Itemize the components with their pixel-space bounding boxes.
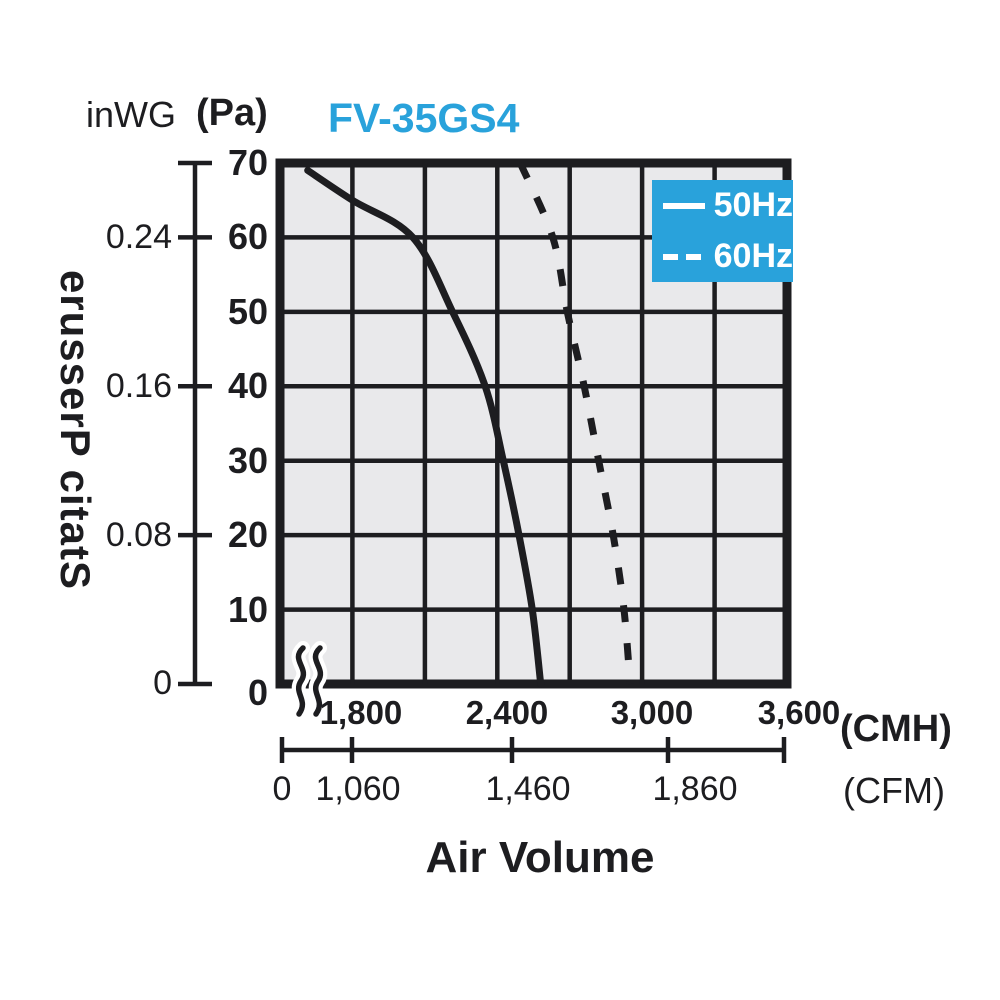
cmh-unit-label: (CMH) bbox=[840, 708, 952, 750]
legend-label-50hz: 50Hz bbox=[713, 186, 793, 224]
pa-tick-30: 30 bbox=[227, 440, 268, 481]
pa-tick-60: 60 bbox=[227, 216, 268, 257]
curve-60hz bbox=[516, 161, 634, 685]
x-axis-label: Air Volume bbox=[425, 833, 655, 882]
inwg-axis bbox=[178, 160, 212, 687]
inwg-tick-0: 0 bbox=[153, 664, 172, 702]
cmh-tick-2400: 2,400 bbox=[465, 694, 549, 731]
dashed-line-icon bbox=[663, 253, 705, 260]
cfm-tick-1860: 1,860 bbox=[652, 770, 738, 808]
axis-break-icon bbox=[291, 641, 328, 721]
solid-line-icon bbox=[663, 202, 705, 209]
pa-tick-70: 70 bbox=[227, 142, 268, 183]
legend-row-50hz: 50Hz bbox=[652, 180, 793, 231]
cfm-tick-1060: 1,060 bbox=[315, 770, 401, 808]
cfm-tick-1460: 1,460 bbox=[485, 770, 571, 808]
cmh-tick-3000: 3,000 bbox=[610, 694, 694, 731]
pa-tick-10: 10 bbox=[227, 589, 268, 630]
curve-50hz bbox=[304, 166, 545, 688]
legend: 50Hz 60Hz bbox=[652, 180, 793, 282]
pa-tick-20: 20 bbox=[227, 514, 268, 555]
cfm-axis bbox=[279, 737, 787, 763]
cmh-tick-1800: 1,800 bbox=[319, 694, 403, 731]
pa-tick-50: 50 bbox=[227, 291, 268, 332]
y-unit-inwg-header: inWG bbox=[86, 94, 176, 135]
inwg-tick-008: 0.08 bbox=[105, 516, 172, 554]
y-axis-label: erusserP citatS bbox=[52, 269, 99, 591]
inwg-tick-016: 0.16 bbox=[105, 367, 172, 405]
inwg-tick-024: 0.24 bbox=[105, 218, 172, 256]
cmh-tick-3600: 3,600 bbox=[757, 694, 841, 731]
legend-row-60hz: 60Hz bbox=[652, 231, 793, 282]
pa-tick-40: 40 bbox=[227, 365, 268, 406]
page-title: FV-35GS4 bbox=[328, 95, 520, 141]
y-unit-pa-header: (Pa) bbox=[196, 92, 268, 134]
pa-tick-0: 0 bbox=[247, 672, 268, 713]
cfm-unit-label: (CFM) bbox=[843, 770, 945, 811]
cfm-tick-0: 0 bbox=[272, 770, 292, 808]
legend-label-60hz: 60Hz bbox=[713, 237, 793, 275]
